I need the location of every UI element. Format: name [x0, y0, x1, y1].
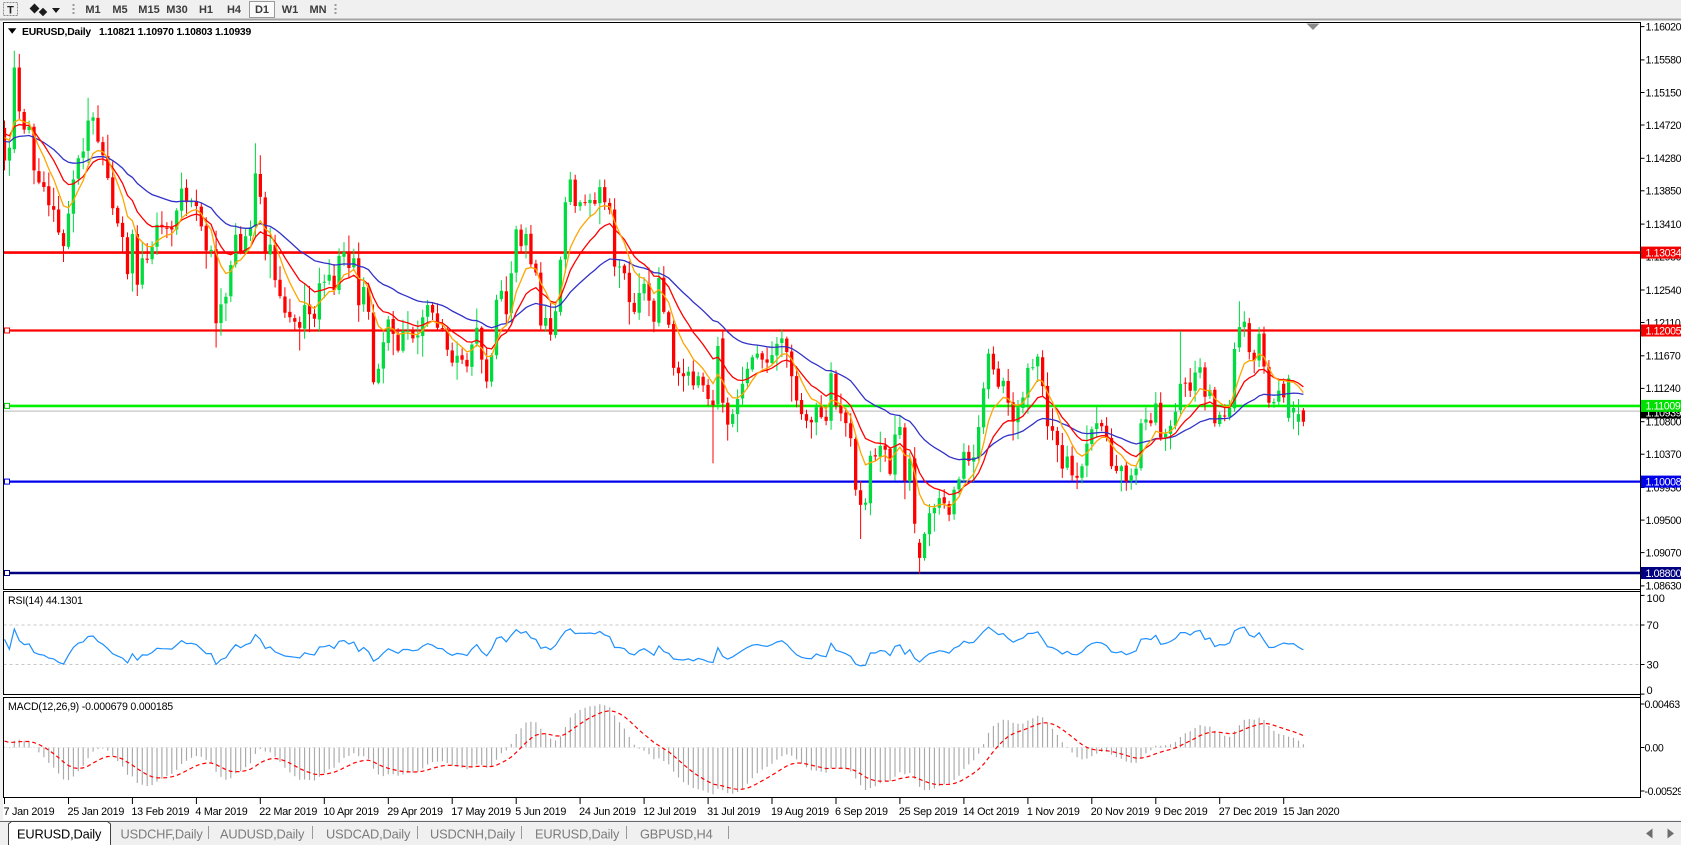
svg-text:1.13850: 1.13850 [1646, 186, 1681, 198]
svg-text:10 Apr 2019: 10 Apr 2019 [323, 806, 379, 818]
svg-text:RSI(14) 44.1301: RSI(14) 44.1301 [8, 595, 83, 607]
svg-text:1.15580: 1.15580 [1646, 55, 1681, 67]
svg-text:1.11009: 1.11009 [1646, 401, 1681, 413]
svg-text:M30: M30 [166, 4, 187, 16]
svg-text:1.14720: 1.14720 [1646, 120, 1681, 132]
svg-text:AUDUSD,Daily: AUDUSD,Daily [220, 827, 305, 842]
svg-text:1 Nov 2019: 1 Nov 2019 [1027, 806, 1080, 818]
svg-text:USDCHF,Daily: USDCHF,Daily [121, 827, 204, 842]
svg-text:22 Mar 2019: 22 Mar 2019 [259, 806, 317, 818]
svg-text:5 Jun 2019: 5 Jun 2019 [515, 806, 566, 818]
svg-text:15 Jan 2020: 15 Jan 2020 [1283, 806, 1340, 818]
svg-text:25 Sep 2019: 25 Sep 2019 [899, 806, 958, 818]
svg-text:EURUSD,Daily 1.10821 1.10970: EURUSD,Daily 1.10821 1.10970 1.10803 1.1… [22, 27, 251, 38]
svg-text:29 Apr 2019: 29 Apr 2019 [387, 806, 443, 818]
svg-text:0.00463: 0.00463 [1645, 699, 1681, 711]
svg-text:17 May 2019: 17 May 2019 [451, 806, 511, 818]
svg-text:6 Sep 2019: 6 Sep 2019 [835, 806, 888, 818]
svg-text:-0.00529: -0.00529 [1645, 786, 1681, 798]
svg-text:1.13410: 1.13410 [1646, 219, 1681, 231]
svg-text:EURUSD,Daily: EURUSD,Daily [17, 827, 102, 842]
svg-text:1.13034: 1.13034 [1646, 247, 1681, 259]
svg-text:0.00: 0.00 [1645, 743, 1664, 755]
svg-text:24 Jun 2019: 24 Jun 2019 [579, 806, 636, 818]
svg-text:0: 0 [1647, 685, 1653, 697]
svg-text:14 Oct 2019: 14 Oct 2019 [963, 806, 1019, 818]
svg-text:9 Dec 2019: 9 Dec 2019 [1155, 806, 1208, 818]
svg-text:27 Dec 2019: 27 Dec 2019 [1219, 806, 1278, 818]
svg-text:1.12005: 1.12005 [1646, 325, 1681, 337]
svg-text:1.14280: 1.14280 [1646, 153, 1681, 165]
svg-text:13 Feb 2019: 13 Feb 2019 [131, 806, 189, 818]
svg-text:19 Aug 2019: 19 Aug 2019 [771, 806, 829, 818]
svg-text:M15: M15 [138, 4, 159, 16]
svg-text:1.11240: 1.11240 [1646, 383, 1681, 395]
svg-text:GBPUSD,H4: GBPUSD,H4 [640, 827, 713, 842]
svg-text:M5: M5 [112, 4, 127, 16]
svg-text:D1: D1 [255, 4, 269, 16]
svg-text:W1: W1 [282, 4, 299, 16]
svg-text:1.11670: 1.11670 [1646, 351, 1681, 363]
svg-text:1.16020: 1.16020 [1646, 21, 1681, 33]
svg-text:H1: H1 [199, 4, 213, 16]
svg-text:70: 70 [1647, 620, 1659, 632]
svg-text:1.12540: 1.12540 [1646, 285, 1681, 297]
svg-text:20 Nov 2019: 20 Nov 2019 [1091, 806, 1150, 818]
svg-text:1.09070: 1.09070 [1646, 547, 1681, 559]
svg-text:MN: MN [309, 4, 326, 16]
svg-text:1.10800: 1.10800 [1646, 417, 1681, 429]
svg-text:EURUSD,Daily: EURUSD,Daily [535, 827, 620, 842]
svg-text:100: 100 [1647, 593, 1665, 605]
svg-text:12 Jul 2019: 12 Jul 2019 [643, 806, 696, 818]
svg-text:MACD(12,26,9) -0.000679 0.0001: MACD(12,26,9) -0.000679 0.000185 [8, 701, 173, 713]
svg-text:31 Jul 2019: 31 Jul 2019 [707, 806, 760, 818]
svg-text:4 Mar 2019: 4 Mar 2019 [195, 806, 247, 818]
svg-text:1.08800: 1.08800 [1646, 568, 1681, 580]
svg-text:1.09500: 1.09500 [1646, 515, 1681, 527]
svg-text:7 Jan 2019: 7 Jan 2019 [4, 806, 55, 818]
svg-text:30: 30 [1647, 660, 1659, 672]
svg-text:1.08630: 1.08630 [1646, 581, 1681, 593]
svg-text:USDCAD,Daily: USDCAD,Daily [326, 827, 411, 842]
svg-text:1.15150: 1.15150 [1646, 87, 1681, 99]
svg-text:H4: H4 [227, 4, 242, 16]
svg-text:USDCNH,Daily: USDCNH,Daily [430, 827, 516, 842]
svg-text:1.10008: 1.10008 [1646, 476, 1681, 488]
svg-text:M1: M1 [85, 4, 100, 16]
svg-text:1.10370: 1.10370 [1646, 449, 1681, 461]
svg-text:25 Jan 2019: 25 Jan 2019 [68, 806, 125, 818]
svg-text:T: T [7, 5, 14, 17]
